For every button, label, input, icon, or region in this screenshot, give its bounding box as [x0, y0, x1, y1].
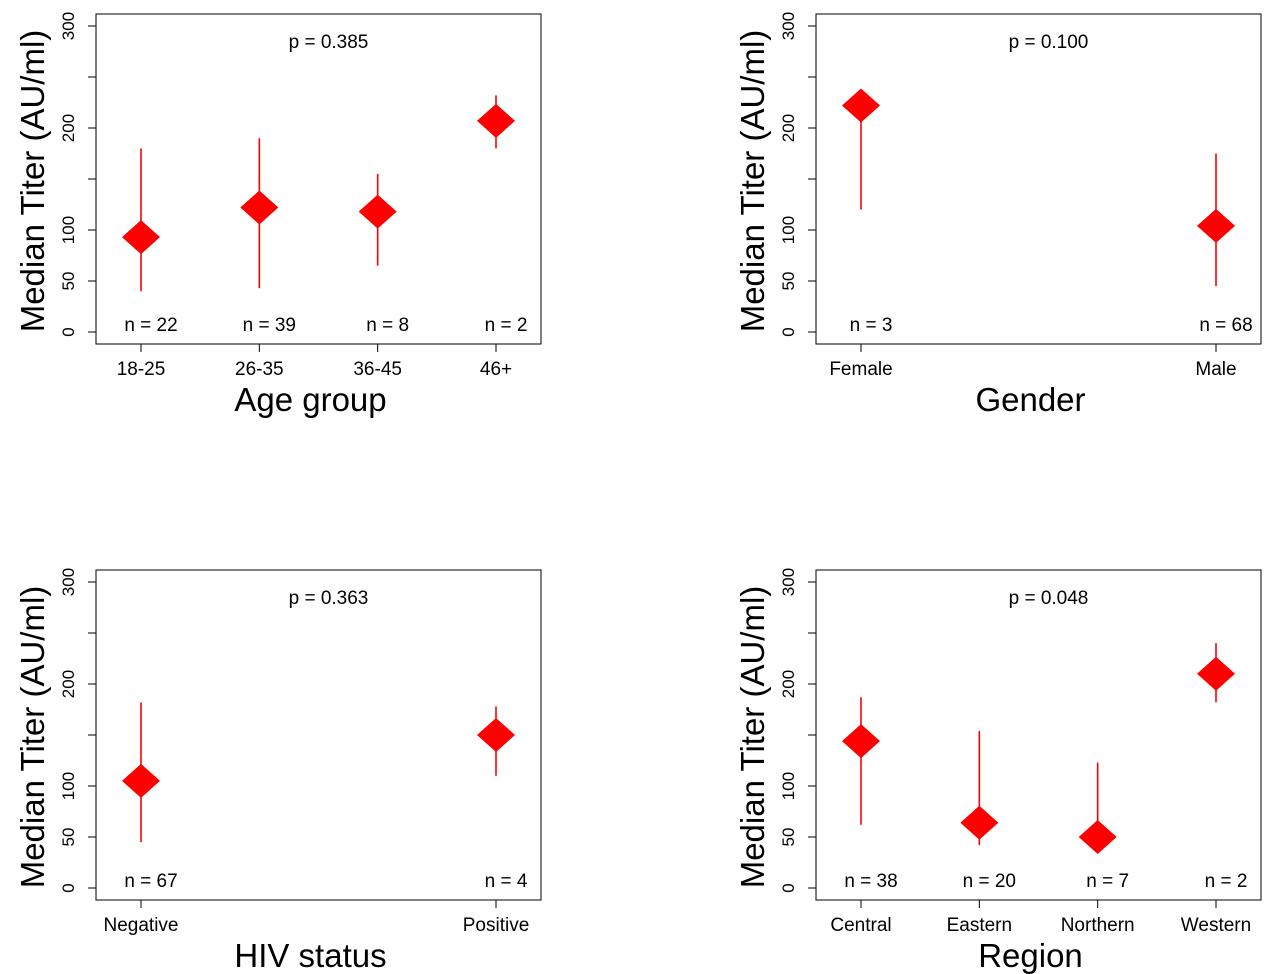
- y-axis-label: Median Titer (AU/ml): [14, 586, 51, 889]
- panel-gender: Median Titer (AU/ml) Gender p = 0.100 0 5…: [734, 12, 1262, 418]
- panel-hiv-status: Median Titer (AU/ml) HIV status p = 0.36…: [14, 568, 542, 974]
- y-tick-label: 100: [59, 216, 78, 244]
- median-marker: [122, 763, 160, 798]
- x-tick-label: Eastern: [947, 915, 1012, 936]
- n-count-label: n = 39: [243, 315, 296, 336]
- n-count-label: n = 22: [124, 315, 177, 336]
- median-marker: [1197, 208, 1235, 243]
- y-tick-label: 300: [779, 568, 798, 596]
- median-marker: [842, 88, 880, 123]
- y-tick-label: 50: [59, 828, 78, 847]
- x-tick-label: 36-45: [353, 359, 402, 380]
- x-tick-label: 46+: [480, 359, 512, 380]
- n-count-label: n = 38: [844, 871, 897, 892]
- y-tick-label: 200: [779, 114, 798, 142]
- n-count-label: n = 67: [124, 871, 177, 892]
- y-tick-label: 100: [59, 772, 78, 800]
- p-value-label: p = 0.048: [1009, 588, 1089, 609]
- y-tick-label: 100: [779, 772, 798, 800]
- y-tick-label: 300: [59, 568, 78, 596]
- median-marker: [240, 190, 279, 225]
- y-tick-label: 300: [59, 12, 78, 40]
- panel-age-group: Median Titer (AU/ml) Age group p = 0.385…: [14, 12, 542, 418]
- y-tick-label: 50: [59, 272, 78, 291]
- median-marker: [960, 805, 999, 840]
- n-count-label: n = 3: [850, 315, 893, 336]
- median-marker: [842, 724, 880, 759]
- median-marker: [1078, 820, 1117, 854]
- x-tick-label: 26-35: [235, 359, 284, 380]
- x-axis-label: HIV status: [234, 937, 386, 974]
- median-marker: [358, 194, 397, 229]
- x-tick-label: Male: [1195, 359, 1236, 380]
- plot-frame: [95, 13, 542, 345]
- x-axis-label: Region: [978, 937, 1083, 974]
- n-count-label: n = 68: [1199, 315, 1252, 336]
- n-count-label: n = 8: [366, 315, 409, 336]
- n-count-label: n = 20: [963, 871, 1016, 892]
- y-tick-label: 50: [779, 272, 798, 291]
- plot-frame: [95, 569, 542, 901]
- n-count-label: n = 7: [1086, 871, 1129, 892]
- y-tick-label: 0: [779, 883, 798, 892]
- p-value-label: p = 0.363: [289, 588, 369, 609]
- median-marker: [477, 718, 515, 752]
- median-marker: [1197, 656, 1235, 691]
- n-count-label: n = 2: [1205, 871, 1248, 892]
- x-tick-label: Female: [829, 359, 892, 380]
- x-tick-label: Central: [830, 915, 891, 936]
- p-value-label: p = 0.385: [289, 32, 369, 53]
- x-tick-label: Negative: [104, 915, 179, 936]
- y-tick-label: 50: [779, 828, 798, 847]
- x-axis-label: Age group: [234, 381, 386, 418]
- x-tick-label: Northern: [1061, 915, 1135, 936]
- y-tick-label: 0: [59, 883, 78, 892]
- n-count-label: n = 2: [485, 315, 528, 336]
- x-tick-label: 18-25: [117, 359, 166, 380]
- panel-region: Median Titer (AU/ml) Region p = 0.048 0 5…: [734, 568, 1262, 974]
- x-axis-label: Gender: [975, 381, 1085, 418]
- x-tick-label: Positive: [463, 915, 530, 936]
- y-tick-label: 200: [59, 114, 78, 142]
- y-axis-label: Median Titer (AU/ml): [14, 30, 51, 333]
- median-marker: [477, 103, 515, 138]
- n-count-label: n = 4: [485, 871, 528, 892]
- y-tick-label: 200: [779, 670, 798, 698]
- plot-frame: [815, 13, 1262, 345]
- y-axis-label: Median Titer (AU/ml): [734, 30, 771, 333]
- plot-frame: [815, 569, 1262, 901]
- y-tick-label: 200: [59, 670, 78, 698]
- y-tick-label: 300: [779, 12, 798, 40]
- y-axis-label: Median Titer (AU/ml): [734, 586, 771, 889]
- x-tick-label: Western: [1181, 915, 1251, 936]
- median-marker: [122, 220, 160, 255]
- y-tick-label: 0: [779, 327, 798, 336]
- p-value-label: p = 0.100: [1009, 32, 1089, 53]
- y-tick-label: 0: [59, 327, 78, 336]
- y-tick-label: 100: [779, 216, 798, 244]
